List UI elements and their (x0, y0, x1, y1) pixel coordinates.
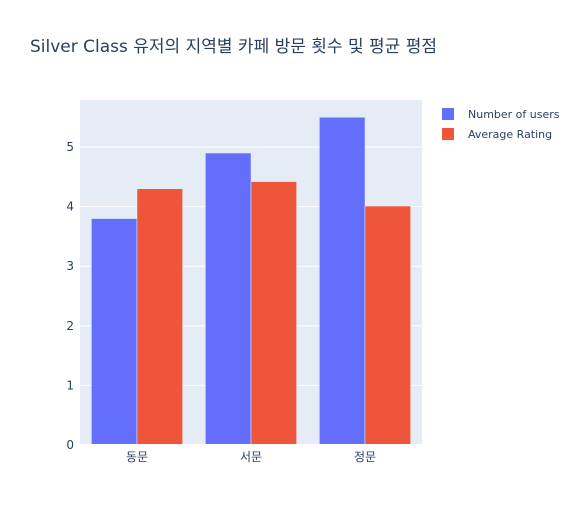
y-tick-label: 4 (66, 200, 74, 214)
y-tick-label: 3 (66, 259, 74, 273)
legend-swatch[interactable] (442, 128, 454, 140)
bar[interactable] (364, 205, 411, 446)
y-tick-label: 1 (66, 378, 74, 392)
y-tick-label: 5 (66, 140, 74, 154)
y-tick-label: 0 (66, 438, 74, 452)
bar[interactable] (136, 188, 183, 446)
y-tick-label: 2 (66, 319, 74, 333)
x-tick-label: 정문 (354, 450, 376, 464)
bar[interactable] (205, 152, 252, 446)
legend-swatch[interactable] (442, 108, 454, 120)
x-tick-label: 서문 (240, 450, 262, 464)
x-tick-label: 동문 (126, 450, 148, 464)
bar[interactable] (319, 117, 366, 446)
chart-title: Silver Class 유저의 지역별 카페 방문 횟수 및 평균 평점 (30, 37, 437, 57)
legend-label[interactable]: Average Rating (468, 128, 552, 141)
legend-label[interactable]: Number of users (468, 108, 560, 121)
bar[interactable] (250, 181, 297, 446)
bar[interactable] (91, 218, 138, 446)
